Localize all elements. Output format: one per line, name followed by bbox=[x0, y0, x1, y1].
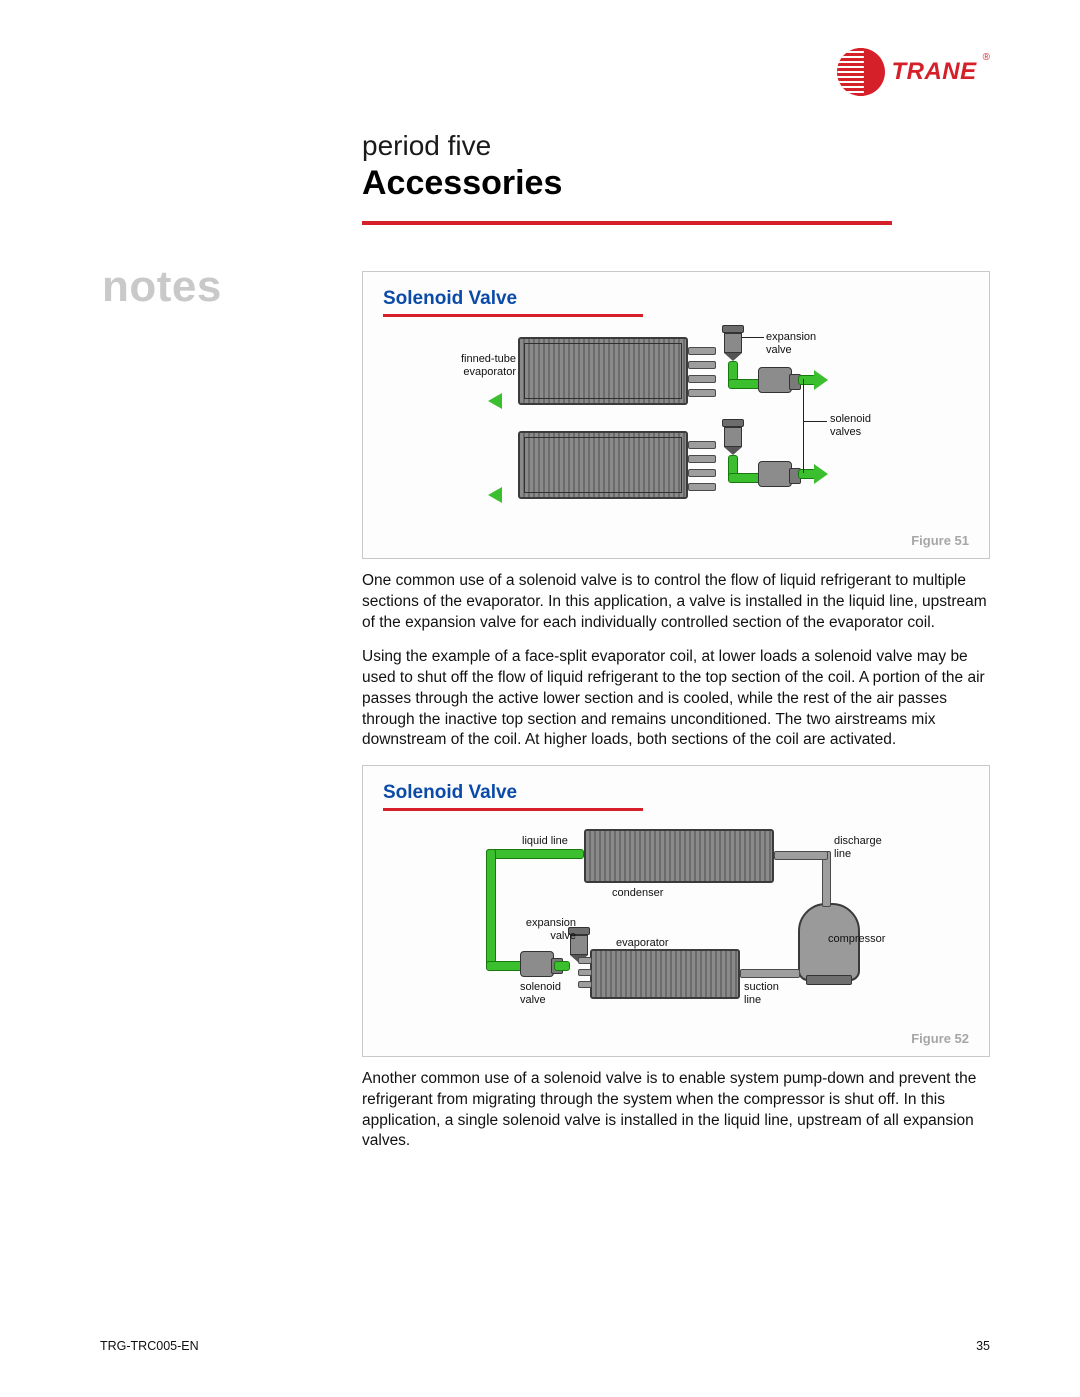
figure-52-caption: Figure 52 bbox=[383, 1031, 969, 1046]
notes-sidebar-label: notes bbox=[102, 262, 222, 312]
callout-line bbox=[803, 421, 827, 422]
header-stub bbox=[578, 969, 592, 976]
figure-52-diagram: liquid line condenser discharge line exp… bbox=[426, 825, 926, 1025]
label-evaporator: evaporator bbox=[616, 937, 669, 950]
figure-51-title: Solenoid Valve bbox=[383, 288, 969, 310]
evaporator bbox=[590, 949, 740, 999]
label-expansion-valve: expansion valve bbox=[520, 917, 576, 942]
expansion-valve-bottom bbox=[720, 419, 746, 453]
label-solenoid-valves: solenoid valves bbox=[830, 413, 871, 438]
header-stub bbox=[688, 441, 716, 449]
brand-logo-ball bbox=[837, 48, 885, 96]
figure-51-diagram: finned-tube evaporator expansion valve s… bbox=[436, 331, 916, 527]
page-header: period five Accessories bbox=[362, 130, 990, 225]
liquid-line bbox=[486, 849, 584, 859]
solenoid-valve-bottom bbox=[758, 461, 792, 487]
brand-logo: TRANE ® bbox=[837, 48, 990, 96]
callout-line bbox=[803, 421, 804, 473]
header-stub bbox=[688, 361, 716, 369]
label-liquid-line: liquid line bbox=[522, 835, 568, 848]
header-stub bbox=[578, 957, 592, 964]
doc-id: TRG-TRC005-EN bbox=[100, 1339, 199, 1353]
period-label: period five bbox=[362, 130, 990, 162]
label-suction-line: suction line bbox=[744, 981, 779, 1006]
expansion-valve-top bbox=[720, 325, 746, 359]
header-rule bbox=[362, 221, 892, 225]
liquid-line bbox=[486, 849, 496, 969]
page-number: 35 bbox=[976, 1339, 990, 1353]
liquid-line bbox=[486, 961, 524, 971]
pipe-green bbox=[728, 379, 762, 389]
evaporator-bottom bbox=[518, 431, 688, 499]
evaporator-top bbox=[518, 337, 688, 405]
paragraph-2: Using the example of a face-split evapor… bbox=[362, 647, 990, 751]
callout-line bbox=[742, 337, 764, 338]
figure-52-title: Solenoid Valve bbox=[383, 782, 969, 804]
page-title: Accessories bbox=[362, 164, 990, 203]
header-stub bbox=[688, 389, 716, 397]
paragraph-3: Another common use of a solenoid valve i… bbox=[362, 1069, 990, 1152]
callout-line bbox=[803, 379, 804, 421]
label-expansion-valve: expansion valve bbox=[766, 331, 816, 356]
header-stub bbox=[688, 469, 716, 477]
discharge-line bbox=[774, 851, 828, 860]
label-compressor: compressor bbox=[828, 933, 885, 946]
solenoid-valve bbox=[520, 951, 554, 977]
header-stub bbox=[578, 981, 592, 988]
figure-51-caption: Figure 51 bbox=[383, 533, 969, 548]
label-finned-tube: finned-tube evaporator bbox=[448, 353, 516, 378]
air-arrow-icon bbox=[488, 487, 502, 503]
figure-52-box: Solenoid Valve bbox=[362, 765, 990, 1057]
page-footer: TRG-TRC005-EN 35 bbox=[100, 1339, 990, 1353]
brand-name: TRANE bbox=[891, 58, 976, 86]
condenser bbox=[584, 829, 774, 883]
figure-51-box: Solenoid Valve bbox=[362, 271, 990, 559]
header-stub bbox=[688, 455, 716, 463]
air-arrow-icon bbox=[488, 393, 502, 409]
label-discharge-line: discharge line bbox=[834, 835, 882, 860]
pipe-green bbox=[728, 473, 762, 483]
content-column: Solenoid Valve bbox=[362, 271, 990, 1152]
liquid-line bbox=[554, 961, 570, 971]
label-condenser: condenser bbox=[612, 887, 663, 900]
label-solenoid-valve: solenoid valve bbox=[520, 981, 561, 1006]
suction-line bbox=[740, 969, 800, 978]
header-stub bbox=[688, 375, 716, 383]
registered-mark: ® bbox=[983, 52, 990, 63]
header-stub bbox=[688, 347, 716, 355]
header-stub bbox=[688, 483, 716, 491]
solenoid-valve-top bbox=[758, 367, 792, 393]
flow-arrow-icon bbox=[814, 370, 828, 390]
flow-arrow-icon bbox=[814, 464, 828, 484]
figure-52-underline bbox=[383, 808, 643, 811]
page: TRANE ® notes period five Accessories So… bbox=[0, 0, 1080, 1397]
figure-51-underline bbox=[383, 314, 643, 317]
paragraph-1: One common use of a solenoid valve is to… bbox=[362, 571, 990, 633]
